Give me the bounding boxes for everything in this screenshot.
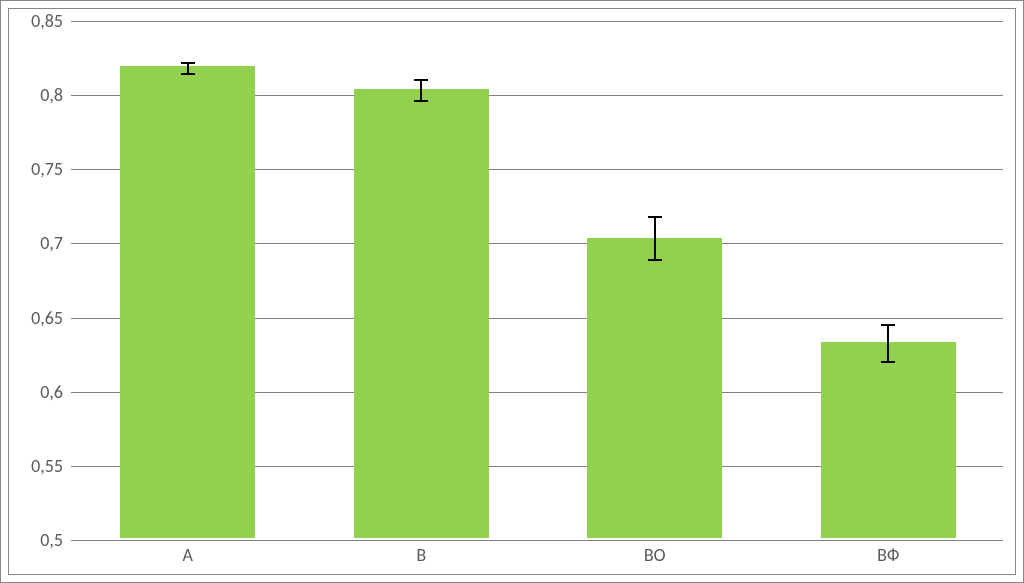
y-tick-label: 0,8 [40,84,71,106]
y-tick-label: 0,5 [40,529,71,551]
bar [821,342,956,538]
y-tick-label: 0,7 [40,232,71,254]
plot-area: 0,50,550,60,650,70,750,80,85АВВОВФ [71,21,1003,538]
x-tick-label: ВФ [877,538,899,566]
y-tick-label: 0,85 [31,10,71,32]
gridline [71,21,1003,22]
x-tick-label: А [183,538,193,566]
bar [587,238,722,538]
chart-frame: 0,5 0,55 0,6 0,65 0,7 0,75 0,8 0,85 А В ВО ВФ [0,0,1024,583]
error-cap [648,259,662,261]
baseline [71,540,1003,541]
error-cap [414,79,428,81]
chart-inner: 0,5 0,55 0,6 0,65 0,7 0,75 0,8 0,85 А В ВО ВФ [8,8,1016,575]
bar [120,66,255,538]
y-tick-label: 0,55 [31,455,71,477]
y-tick-label: 0,65 [31,307,71,329]
error-cap [414,100,428,102]
error-cap [648,216,662,218]
y-tick-label: 0,6 [40,381,71,403]
error-bar [654,217,656,260]
error-cap [881,324,895,326]
error-cap [181,62,195,64]
y-tick-label: 0,75 [31,158,71,180]
error-bar [420,80,422,101]
x-tick-label: ВО [644,538,666,566]
error-cap [181,73,195,75]
error-bar [887,325,889,362]
x-tick-label: В [416,538,426,566]
bar [354,89,489,538]
error-cap [881,361,895,363]
